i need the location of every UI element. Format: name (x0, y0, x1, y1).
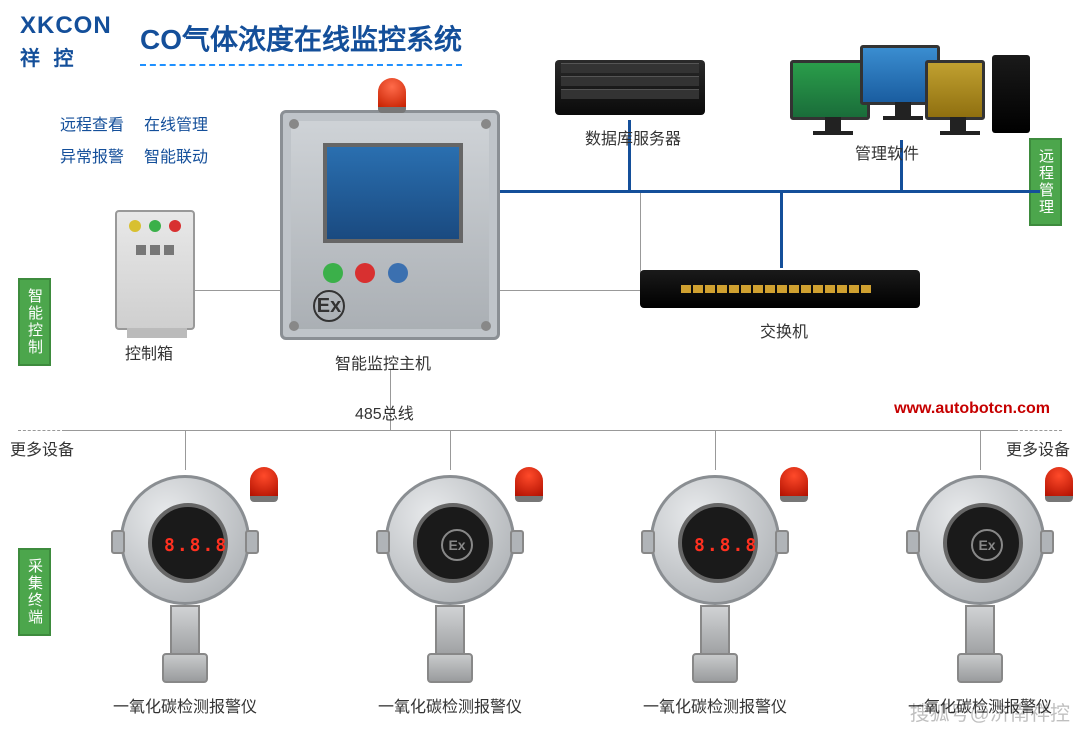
detector-digits: 8.8.8 (164, 535, 228, 556)
label-control-box: 控制箱 (125, 340, 173, 364)
feature-item: 异常报警 (60, 149, 124, 166)
bus-branch (185, 430, 186, 470)
bus-branch (980, 430, 981, 470)
label-switch: 交换机 (760, 318, 808, 342)
detector-face: 8.8.8 (678, 503, 758, 583)
alarm-light-icon (780, 467, 808, 502)
control-box (115, 210, 195, 330)
ex-mark: Ex (313, 290, 345, 322)
alarm-light-icon (515, 467, 543, 502)
top-bus-line (500, 190, 1040, 193)
detector-face: Ex (413, 503, 493, 583)
brand-logo: XKCON 祥 控 (20, 12, 112, 71)
indicator-dot (149, 220, 161, 232)
label-detector: 一氧化碳检测报警仪 (630, 693, 800, 717)
connector-line (500, 290, 640, 291)
label-detector: 一氧化碳检测报警仪 (365, 693, 535, 717)
feature-item: 远程查看 (60, 117, 124, 134)
feature-list: 远程查看 在线管理 异常报警 智能联动 (60, 110, 228, 174)
label-host: 智能监控主机 (335, 350, 431, 374)
indicator-dot (129, 220, 141, 232)
alarm-light-icon (1045, 467, 1073, 502)
network-switch (640, 270, 920, 308)
detector-face: 8.8.8 (148, 503, 228, 583)
co-detector: 8.8.8 一氧化碳检测报警仪 (100, 475, 270, 717)
ex-mark: Ex (971, 529, 1003, 561)
logo-text-main: XKCON (20, 12, 112, 40)
host-screen (323, 143, 463, 243)
host-button (323, 263, 343, 283)
website-url: www.autobotcn.com (894, 400, 1050, 418)
co-detector: 8.8.8 一氧化碳检测报警仪 (630, 475, 800, 717)
host-button (355, 263, 375, 283)
label-server: 数据库服务器 (585, 125, 681, 149)
database-server (555, 60, 705, 115)
alarm-light-icon (250, 467, 278, 502)
tag-left-bottom: 采集终端 (18, 548, 51, 636)
indicator-dot (169, 220, 181, 232)
host-button (388, 263, 408, 283)
label-bus: 485总线 (355, 400, 414, 424)
alarm-light-icon (378, 78, 406, 113)
monitor-icon (925, 60, 985, 120)
bus-branch (450, 430, 451, 470)
co-detector: Ex 一氧化碳检测报警仪 (365, 475, 535, 717)
page-title: CO气体浓度在线监控系统 (140, 18, 462, 66)
tag-right-mid: 远程管理 (1029, 138, 1062, 226)
bottom-bus-dash-left (18, 430, 65, 431)
ex-mark: Ex (441, 529, 473, 561)
bottom-bus-line (65, 430, 1015, 431)
bottom-bus-dash-right (1015, 430, 1062, 431)
label-software: 管理软件 (855, 140, 919, 164)
detector-digits: 8.8.8 (694, 535, 758, 556)
feature-item: 在线管理 (144, 117, 208, 134)
watermark: 搜狐号@济南祥控 (910, 697, 1070, 726)
connector-line (195, 290, 280, 291)
tag-left-mid: 智能控制 (18, 278, 51, 366)
co-detector: Ex一氧化碳检测报警仪 (895, 475, 1065, 717)
monitor-icon (790, 60, 870, 120)
detector-face: Ex (943, 503, 1023, 583)
top-bus-branch (780, 190, 783, 268)
bus-branch (715, 430, 716, 470)
pc-tower-icon (992, 55, 1030, 133)
label-more-left: 更多设备 (10, 436, 74, 460)
feature-item: 智能联动 (144, 149, 208, 166)
label-more-right: 更多设备 (1006, 436, 1070, 460)
monitoring-host: Ex (280, 110, 500, 340)
logo-text-sub: 祥 控 (20, 42, 112, 71)
label-detector: 一氧化碳检测报警仪 (100, 693, 270, 717)
management-software (790, 40, 1030, 140)
